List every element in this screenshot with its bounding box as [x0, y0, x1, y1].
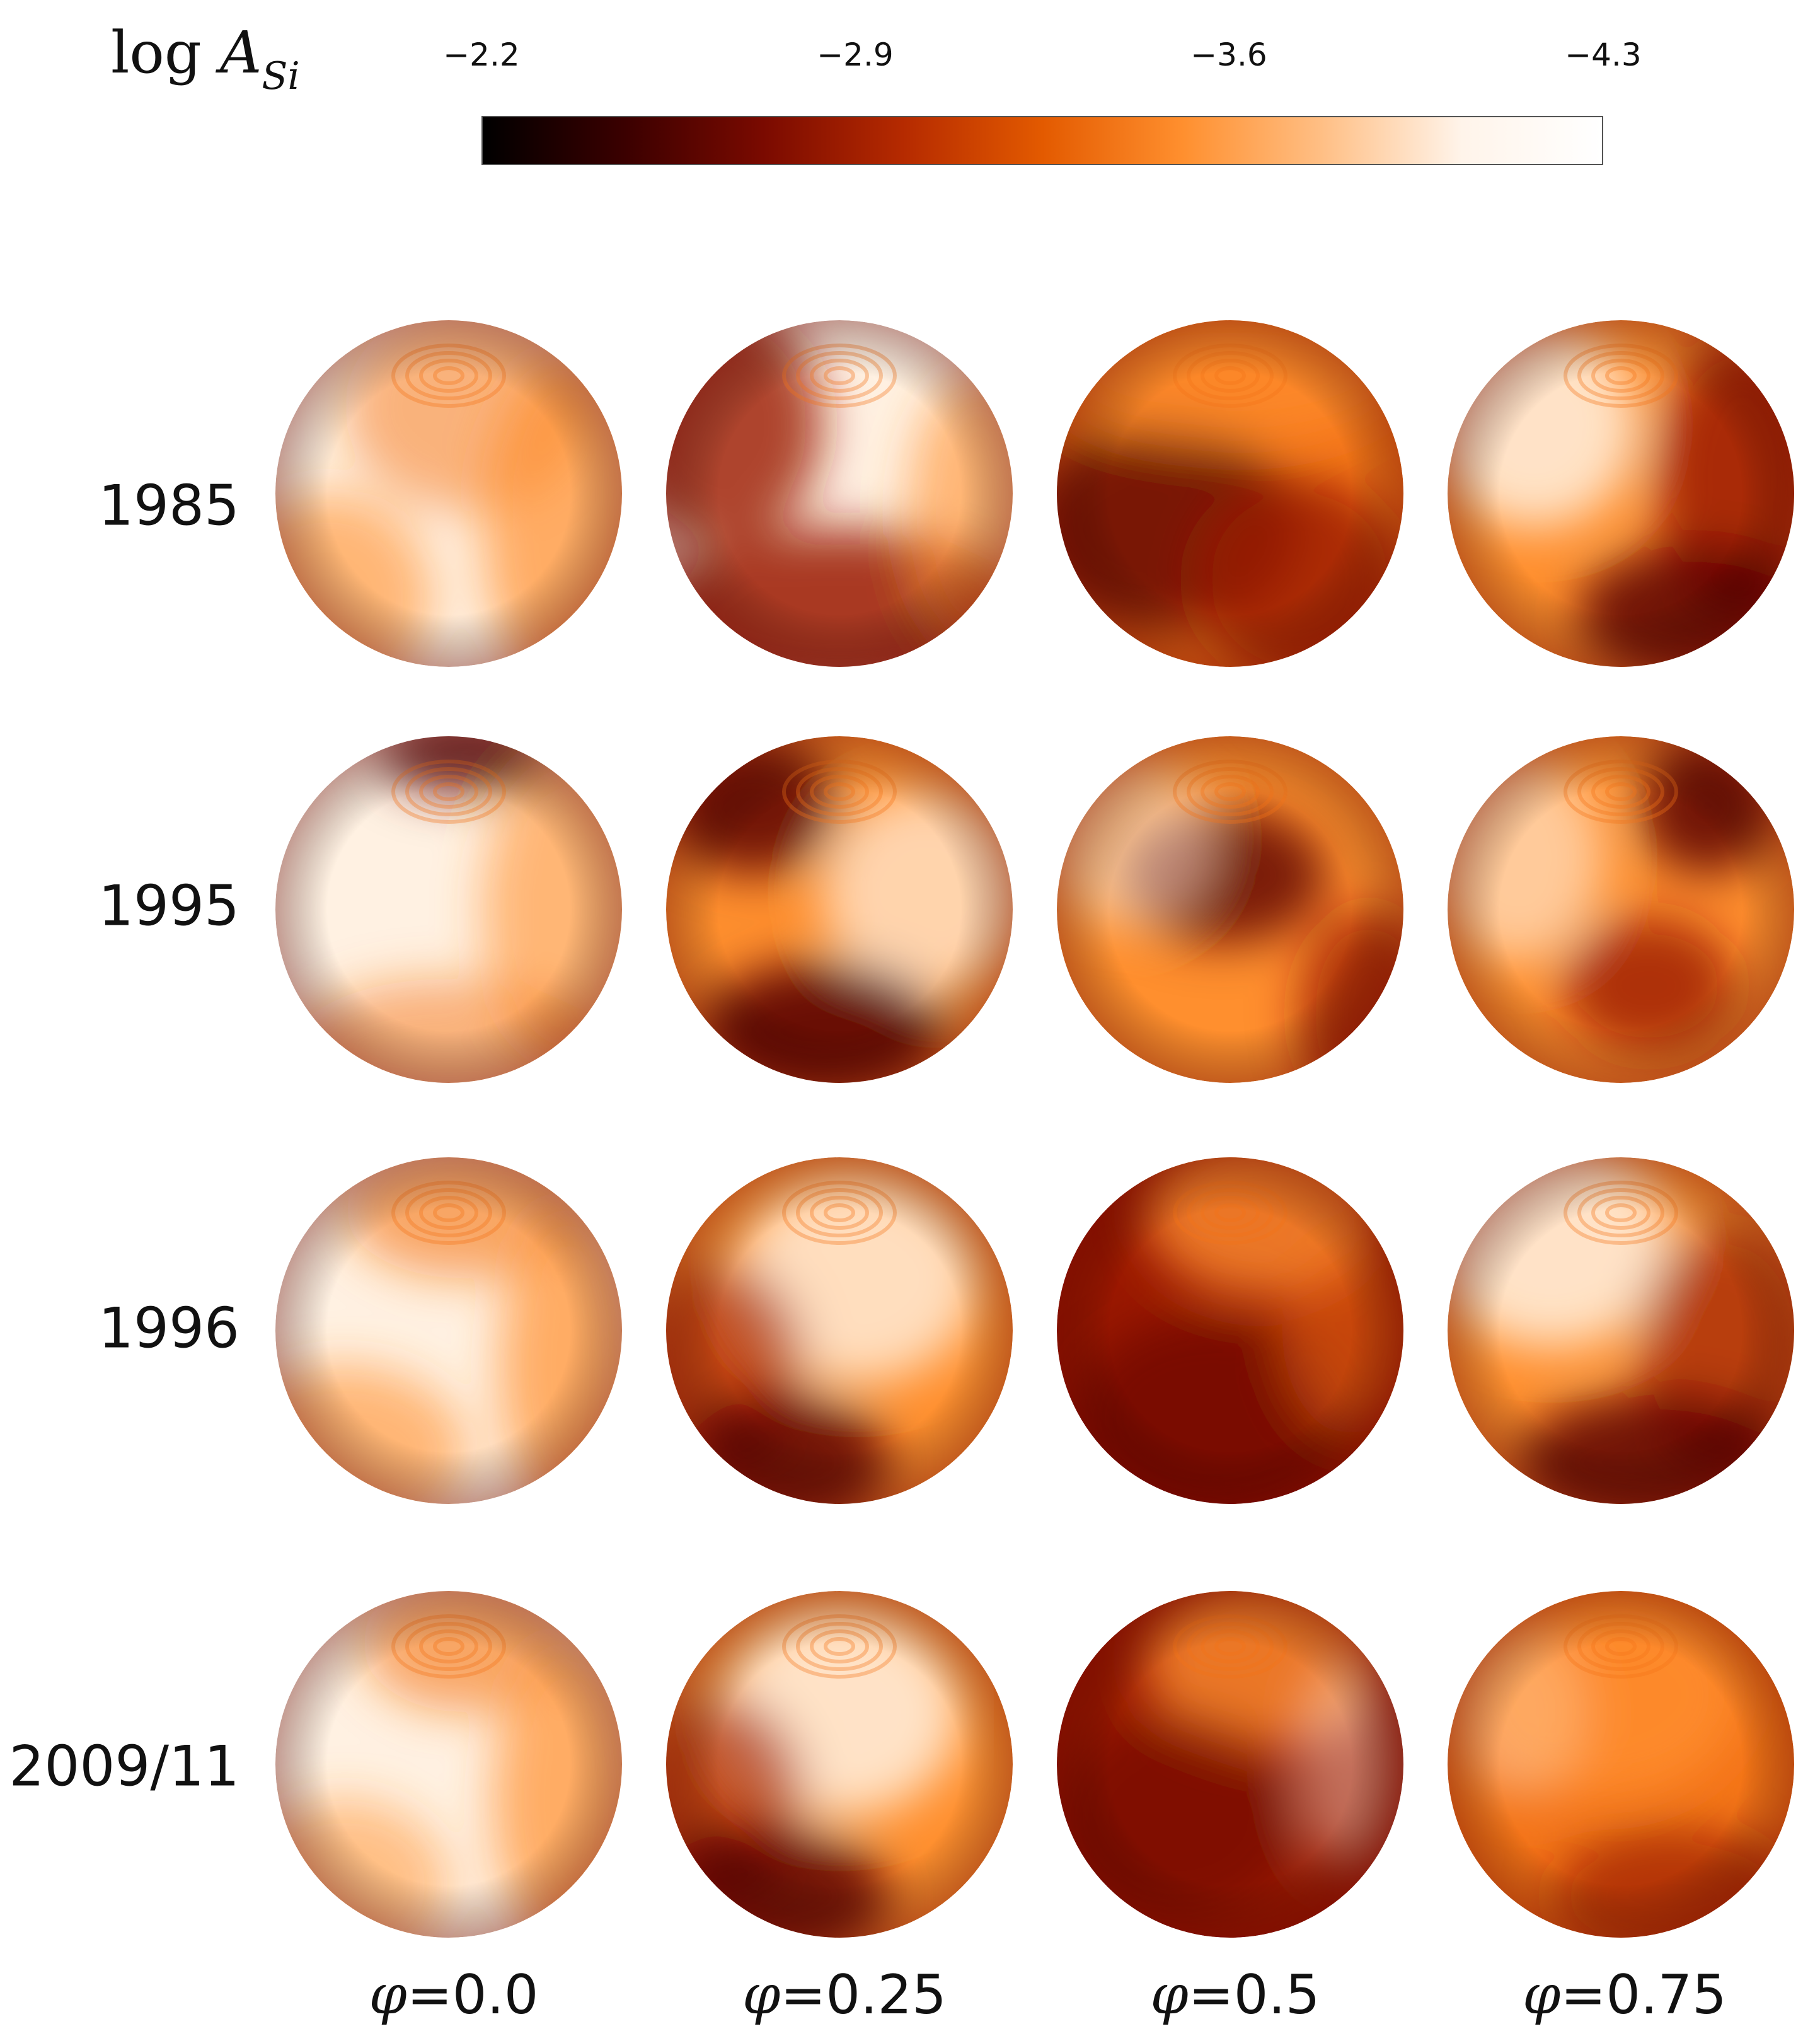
surface-map-1995-phase-1 — [666, 736, 1013, 1083]
row-label-1985: 1985 — [98, 473, 239, 538]
colorbar-tick-label: −2.2 — [443, 37, 520, 73]
colorbar-title-subscript: Si — [262, 54, 300, 98]
phase-symbol: φ — [1523, 1964, 1561, 2027]
phase-value: =0.5 — [1188, 1964, 1320, 2027]
surface-map-1995-phase-3 — [1448, 736, 1794, 1083]
surface-map-2009-11-phase-0 — [275, 1591, 622, 1938]
surface-map-2009-11-phase-2 — [1057, 1591, 1403, 1938]
phase-symbol: φ — [369, 1964, 407, 2027]
phase-symbol: φ — [742, 1964, 781, 2027]
surface-map-1995-phase-2 — [1057, 736, 1403, 1083]
colorbar-title: log ASi — [111, 24, 300, 98]
phase-value: =0.75 — [1560, 1964, 1727, 2027]
surface-map-1996-phase-1 — [666, 1157, 1013, 1504]
phase-label-0-5: φ=0.5 — [1150, 1964, 1320, 2027]
row-label-1995: 1995 — [98, 873, 239, 939]
surface-map-1985-phase-0 — [275, 320, 622, 667]
surface-map-1996-phase-0 — [275, 1157, 622, 1504]
colorbar-title-log: log — [111, 19, 202, 86]
surface-map-1996-phase-3 — [1448, 1157, 1794, 1504]
row-label-1996: 1996 — [98, 1295, 239, 1361]
phase-label-0-25: φ=0.25 — [742, 1964, 947, 2027]
surface-map-1985-phase-1 — [666, 320, 1013, 667]
phase-label-0-75: φ=0.75 — [1523, 1964, 1727, 2027]
surface-map-1995-phase-0 — [275, 736, 622, 1083]
surface-map-2009-11-phase-1 — [666, 1591, 1013, 1938]
colorbar-gradient — [481, 116, 1603, 165]
surface-map-1996-phase-2 — [1057, 1157, 1403, 1504]
colorbar-tick-label: −4.3 — [1565, 37, 1642, 73]
phase-symbol: φ — [1150, 1964, 1189, 2027]
colorbar-title-symbol: A — [219, 19, 262, 86]
surface-map-2009-11-phase-3 — [1448, 1591, 1794, 1938]
row-label-2009-11: 2009/11 — [9, 1733, 239, 1799]
surface-map-1985-phase-3 — [1448, 320, 1794, 667]
phase-label-0: φ=0.0 — [369, 1964, 538, 2027]
phase-value: =0.0 — [406, 1964, 539, 2027]
colorbar-tick-label: −3.6 — [1190, 37, 1267, 73]
surface-map-1985-phase-2 — [1057, 320, 1403, 667]
colorbar-tick-label: −2.9 — [817, 37, 894, 73]
phase-value: =0.25 — [780, 1964, 947, 2027]
